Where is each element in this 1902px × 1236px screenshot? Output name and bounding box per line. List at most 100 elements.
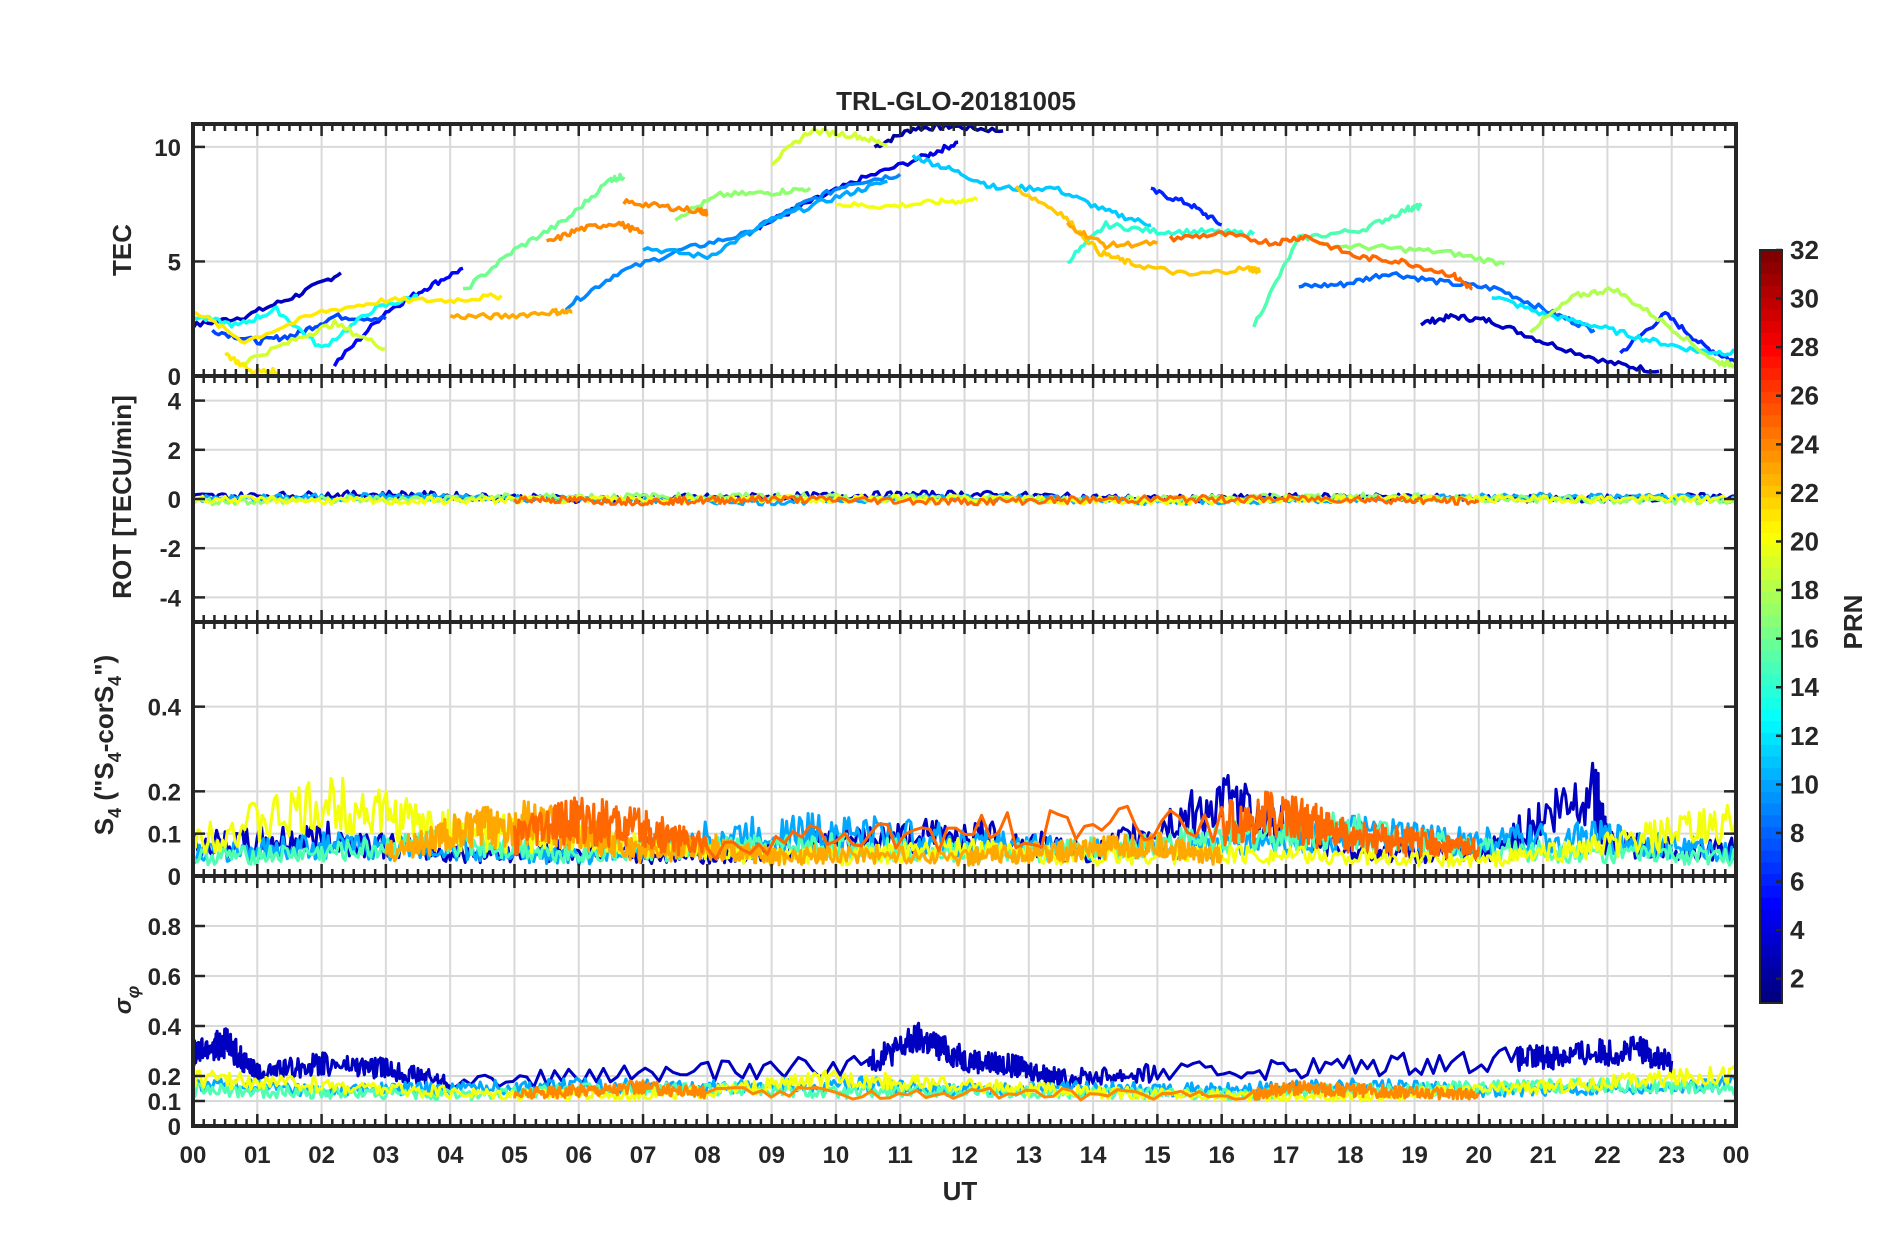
tec-series-prn-19 <box>770 127 888 167</box>
colorbar-tick-label: 16 <box>1790 624 1819 654</box>
colorbar-segment <box>1760 744 1782 757</box>
colorbar-segment <box>1760 450 1782 463</box>
x-tick-label: 09 <box>758 1142 785 1169</box>
tec-series-prn-23 <box>1065 221 1158 250</box>
sigma-phi-ylabel: σφ <box>110 985 143 1014</box>
sigma_phi-series-prn-24 <box>513 1079 1480 1102</box>
rot-ylabel: ROT [TECU/min] <box>107 395 137 599</box>
colorbar-tick-label: 12 <box>1790 721 1819 751</box>
colorbar-segment <box>1760 708 1782 722</box>
colorbar-segment <box>1760 732 1782 745</box>
tec-series-prn-6 <box>1150 186 1223 227</box>
tec-series-prn-16 <box>463 172 626 291</box>
s4-ylabel-sub: 4 <box>105 808 125 818</box>
colorbar-segment <box>1760 520 1782 533</box>
x-tick-labels: 00 01 02 03 04 05 06 07 08 09 10 11 12 13 14 15 16 17 18 19… <box>180 1142 1750 1169</box>
colorbar-segment <box>1760 838 1782 851</box>
x-tick-label: 17 <box>1273 1142 1300 1169</box>
colorbar-segment <box>1760 650 1782 663</box>
s4-ylabel: S4 ("S4-corS4") <box>89 655 125 835</box>
colorbar-segment <box>1760 755 1782 769</box>
tec-series-prn-22 <box>1014 185 1262 277</box>
colorbar-segment <box>1760 273 1782 286</box>
tec-series-prn-17 <box>1317 241 1506 267</box>
x-tick-label: 15 <box>1144 1142 1171 1169</box>
sigma-phi-panel: 00.10.2 0.4 0.6 0.8 σφ <box>110 874 1738 1141</box>
colorbar-tick-label: 32 <box>1790 235 1819 265</box>
sigma-phi-ylabel-sub: φ <box>123 985 143 998</box>
s4-ylabel-sub2: 4 <box>105 752 125 762</box>
tec-series-prn-21 <box>192 292 503 345</box>
colorbar-segment <box>1760 567 1782 581</box>
tec-series-prn-20 <box>835 196 979 211</box>
colorbar-segment <box>1760 473 1782 486</box>
colorbar-segment <box>1760 967 1782 981</box>
tec-ytick-label: 10 <box>154 135 181 162</box>
x-tick-label: 04 <box>437 1142 464 1169</box>
tec-series-prn-12 <box>1491 295 1738 357</box>
tec-series-prn-10 <box>642 179 888 261</box>
tec-series-prn-24 <box>545 220 645 243</box>
colorbar-segment <box>1760 532 1782 545</box>
colorbar-label: PRN <box>1838 595 1868 650</box>
x-tick-label: 21 <box>1530 1142 1557 1169</box>
x-tick-label: 20 <box>1465 1142 1492 1169</box>
colorbar-frame <box>1759 249 1783 1004</box>
x-tick-label: 06 <box>565 1142 592 1169</box>
tec-series-prn-6 <box>1619 310 1738 364</box>
colorbar-segment <box>1760 308 1782 322</box>
tec-panel: 0 5 10 TEC <box>107 122 1738 391</box>
colorbar-segment <box>1760 332 1782 345</box>
colorbar-segment <box>1760 402 1782 416</box>
colorbar-segment <box>1760 579 1782 592</box>
colorbar-tick-label: 10 <box>1790 769 1819 799</box>
tec-series-prn-24 <box>622 198 709 217</box>
colorbar-segment <box>1760 697 1782 710</box>
s4-ylabel-close: ") <box>89 655 119 676</box>
colorbar-segment <box>1760 873 1782 886</box>
colorbar-segment <box>1760 979 1782 992</box>
s4-ylabel-mid: -corS <box>89 686 119 752</box>
colorbar-segment <box>1760 897 1782 910</box>
rot-ytick-label: 4 <box>168 389 182 416</box>
colorbar-segment <box>1760 461 1782 475</box>
colorbar-segment <box>1760 932 1782 945</box>
x-tick-label: 23 <box>1658 1142 1685 1169</box>
colorbar-segment <box>1760 944 1782 957</box>
sigma_phi-ytick-label: 0.6 <box>148 964 181 991</box>
colorbar-segment <box>1760 626 1782 639</box>
x-tick-label: 00 <box>1723 1142 1750 1169</box>
tec-series-prn-11 <box>911 154 1152 228</box>
colorbar-tick-label: 20 <box>1790 526 1819 556</box>
x-tick-label: 08 <box>694 1142 721 1169</box>
sigma_phi-ytick-label: 0.2 <box>148 1064 181 1091</box>
colorbar-segment <box>1760 802 1782 816</box>
colorbar-tick-label: 6 <box>1790 867 1804 897</box>
colorbar-tick-label: 14 <box>1790 672 1819 702</box>
sigma-phi-ylabel-sym: σ <box>110 997 137 1014</box>
rot-ytick-label: 0 <box>168 487 181 514</box>
rot-series-prn-25 <box>513 493 1479 507</box>
colorbar-segment <box>1760 885 1782 898</box>
colorbar-tick-label: 22 <box>1790 478 1819 508</box>
x-tick-label: 14 <box>1080 1142 1107 1169</box>
x-tick-label: 00 <box>180 1142 207 1169</box>
colorbar-tick-label: 4 <box>1790 915 1805 945</box>
x-tick-label: 13 <box>1015 1142 1042 1169</box>
x-tick-label: 07 <box>630 1142 657 1169</box>
sigma_phi-ytick-label: 0 <box>168 1114 181 1141</box>
rot-panel: -4 -2 0 2 4 ROT [TECU/min] <box>107 374 1738 624</box>
colorbar-segment <box>1760 826 1782 839</box>
colorbar-segment <box>1760 720 1782 733</box>
sigma_phi-ytick-label: 0.1 <box>148 1089 181 1116</box>
x-tick-label: 01 <box>244 1142 271 1169</box>
tec-ylabel: TEC <box>107 224 137 276</box>
colorbar-segment <box>1760 814 1782 828</box>
colorbar-segment <box>1760 791 1782 804</box>
colorbar-segment <box>1760 908 1782 922</box>
colorbar-tick-label: 28 <box>1790 332 1819 362</box>
colorbar-segment <box>1760 861 1782 875</box>
s4-series-prn-25 <box>513 790 1481 861</box>
x-tick-label: 12 <box>951 1142 978 1169</box>
